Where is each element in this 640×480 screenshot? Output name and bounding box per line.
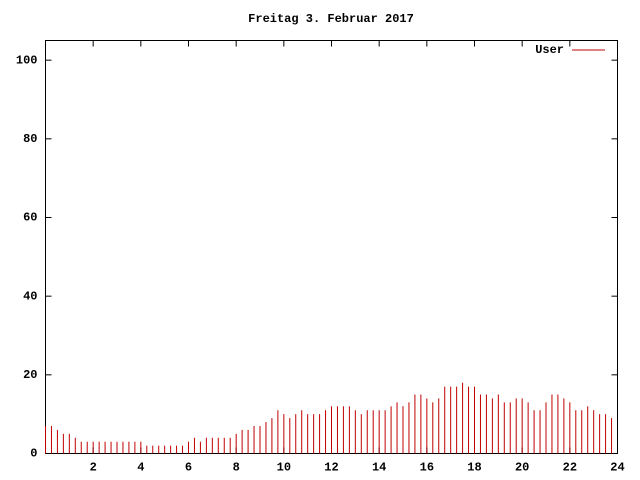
x-tick-label: 4 (137, 461, 144, 475)
y-tick-label: 100 (16, 53, 38, 67)
x-tick-label: 20 (515, 461, 529, 475)
x-tick-label: 8 (233, 461, 240, 475)
x-tick-label: 10 (277, 461, 291, 475)
y-tick-label: 0 (30, 447, 37, 461)
y-tick-label: 20 (23, 368, 37, 382)
x-tick-label: 18 (467, 461, 481, 475)
x-tick-label: 24 (610, 461, 624, 475)
y-tick-label: 40 (23, 289, 37, 303)
x-tick-label: 2 (90, 461, 97, 475)
y-tick-label: 60 (23, 211, 37, 225)
plot-border (45, 40, 618, 454)
x-tick-label: 16 (420, 461, 434, 475)
y-tick-label: 80 (23, 132, 37, 146)
x-tick-label: 6 (185, 461, 192, 475)
x-tick-label: 22 (563, 461, 577, 475)
x-tick-label: 12 (324, 461, 338, 475)
legend-label: User (535, 43, 564, 57)
chart-title: Freitag 3. Februar 2017 (248, 12, 414, 26)
x-tick-label: 14 (372, 461, 386, 475)
